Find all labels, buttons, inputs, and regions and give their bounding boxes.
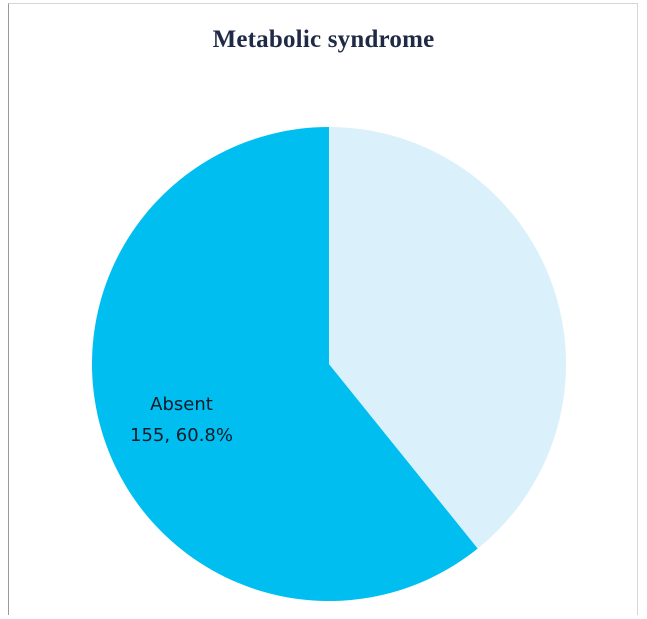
chart-title: Metabolic syndrome bbox=[212, 26, 435, 53]
pie-slice-other bbox=[329, 127, 567, 549]
pie-labels: Absent 155, 60.8% bbox=[130, 394, 233, 446]
pie-slices bbox=[92, 127, 567, 601]
slice-label-name: Absent bbox=[150, 394, 213, 415]
pie-slice-absent bbox=[92, 127, 478, 601]
slice-label-value: 155, 60.8% bbox=[130, 425, 233, 446]
